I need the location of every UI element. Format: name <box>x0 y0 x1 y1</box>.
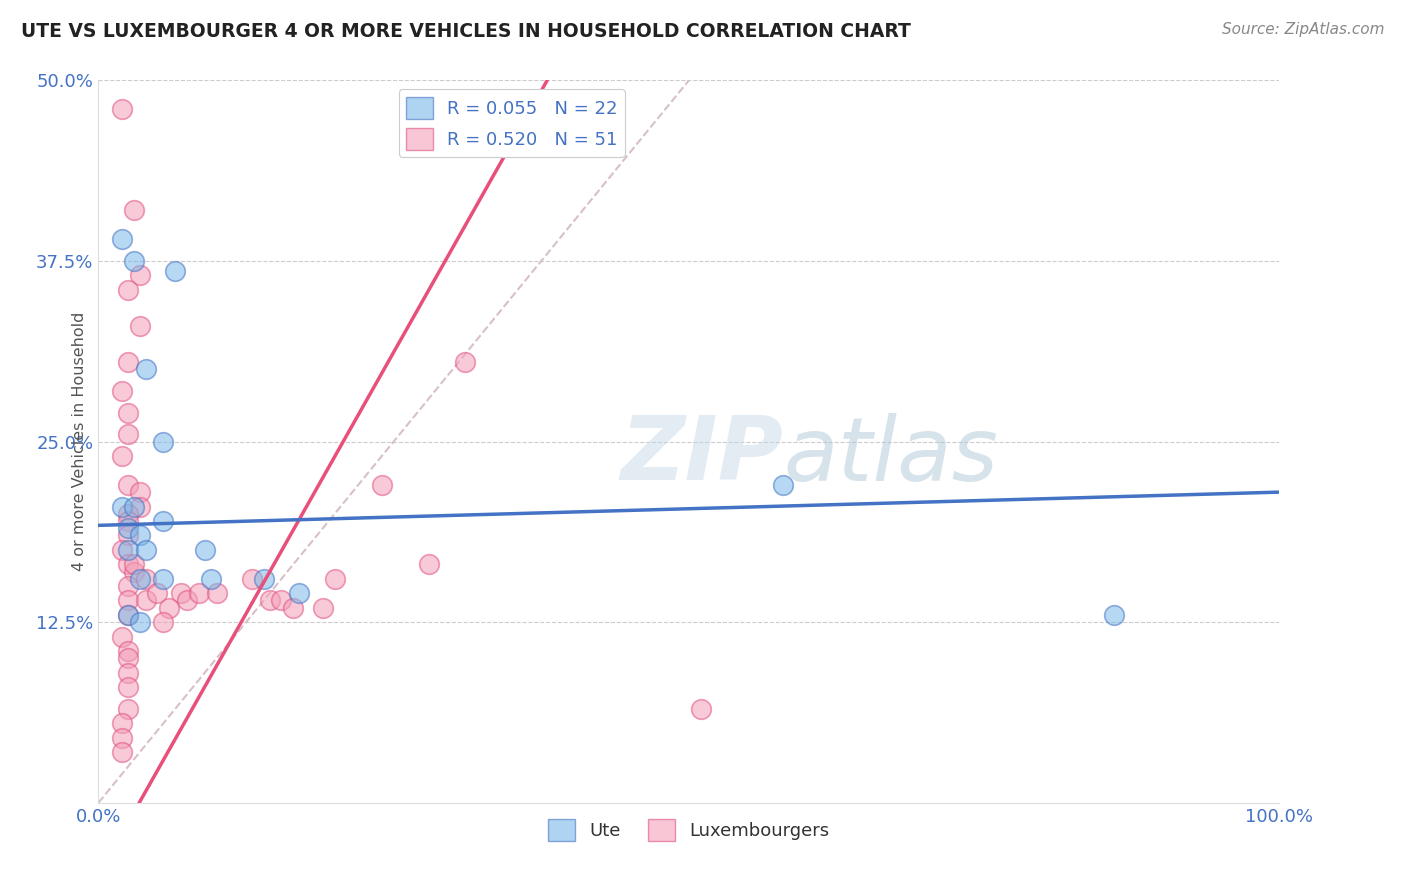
Point <box>128 318 150 333</box>
Point <box>187 586 209 600</box>
Point <box>117 521 139 535</box>
Point <box>270 593 292 607</box>
Point <box>111 731 134 745</box>
Point <box>122 253 145 268</box>
Point <box>371 478 394 492</box>
Point <box>128 615 150 630</box>
Point <box>117 478 139 492</box>
Point <box>117 579 139 593</box>
Point <box>194 542 217 557</box>
Point <box>152 514 174 528</box>
Text: Source: ZipAtlas.com: Source: ZipAtlas.com <box>1222 22 1385 37</box>
Point <box>453 355 475 369</box>
Point <box>157 600 180 615</box>
Point <box>128 268 150 283</box>
Point <box>128 528 150 542</box>
Text: UTE VS LUXEMBOURGER 4 OR MORE VEHICLES IN HOUSEHOLD CORRELATION CHART: UTE VS LUXEMBOURGER 4 OR MORE VEHICLES I… <box>21 22 911 41</box>
Point <box>259 593 281 607</box>
Point <box>117 427 139 442</box>
Point <box>1102 607 1125 622</box>
Point <box>176 593 198 607</box>
Legend: Ute, Luxembourgers: Ute, Luxembourgers <box>541 812 837 848</box>
Point <box>117 558 139 572</box>
Point <box>117 514 139 528</box>
Point <box>117 702 139 716</box>
Point <box>152 572 174 586</box>
Point <box>122 565 145 579</box>
Point <box>117 528 139 542</box>
Point <box>128 500 150 514</box>
Text: ZIP: ZIP <box>620 412 783 500</box>
Point <box>200 572 222 586</box>
Point <box>111 384 134 398</box>
Point <box>117 507 139 521</box>
Point <box>111 102 134 116</box>
Point <box>288 586 311 600</box>
Point <box>117 355 139 369</box>
Point <box>240 572 263 586</box>
Point <box>122 203 145 218</box>
Point <box>772 478 794 492</box>
Point <box>418 558 440 572</box>
Point <box>135 593 157 607</box>
Point <box>117 607 139 622</box>
Point <box>117 283 139 297</box>
Point <box>111 745 134 759</box>
Point <box>205 586 228 600</box>
Point <box>122 500 145 514</box>
Point <box>152 615 174 630</box>
Point <box>128 485 150 500</box>
Point <box>111 716 134 731</box>
Y-axis label: 4 or more Vehicles in Household: 4 or more Vehicles in Household <box>72 312 87 571</box>
Point <box>117 644 139 658</box>
Point <box>146 586 169 600</box>
Point <box>165 264 187 278</box>
Point <box>152 434 174 449</box>
Point <box>117 651 139 665</box>
Point <box>323 572 346 586</box>
Point <box>283 600 305 615</box>
Point <box>135 572 157 586</box>
Point <box>170 586 193 600</box>
Point <box>689 702 711 716</box>
Point <box>128 572 150 586</box>
Text: atlas: atlas <box>783 413 998 499</box>
Point <box>111 449 134 463</box>
Point <box>111 630 134 644</box>
Point <box>117 593 139 607</box>
Point <box>135 362 157 376</box>
Point <box>111 542 134 557</box>
Point <box>312 600 335 615</box>
Point <box>117 607 139 622</box>
Point <box>117 542 139 557</box>
Point <box>111 500 134 514</box>
Point <box>117 406 139 420</box>
Point <box>111 232 134 246</box>
Point <box>253 572 276 586</box>
Point <box>122 558 145 572</box>
Point <box>117 680 139 694</box>
Point <box>135 542 157 557</box>
Point <box>117 665 139 680</box>
